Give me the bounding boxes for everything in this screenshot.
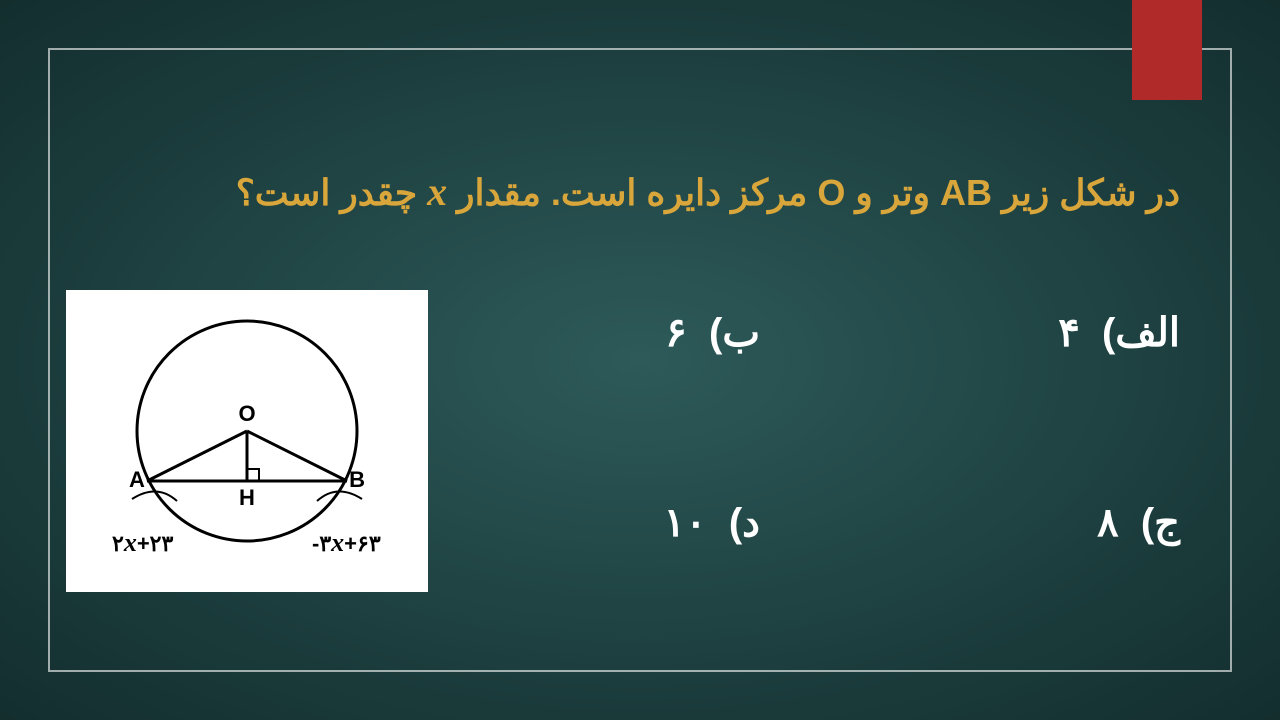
svg-text:B: B — [349, 467, 365, 492]
svg-text:O: O — [238, 401, 255, 426]
option-b-label: ب) — [709, 311, 760, 355]
option-a-value: ۴ — [1058, 311, 1079, 355]
question-text: در شکل زیر AB وتر و O مرکز دایره است. مق… — [100, 160, 1180, 224]
option-d-value: ۱۰ — [664, 501, 707, 545]
question-variable: x — [427, 169, 447, 214]
svg-text:H: H — [239, 485, 255, 510]
accent-bar — [1132, 0, 1202, 100]
geometry-svg: O A B H ۲x+۲۳ -۳x+۶۳ — [67, 291, 427, 591]
option-d-label: د) — [729, 501, 760, 545]
option-a: الف) ۴ — [1058, 310, 1180, 356]
svg-text:A: A — [129, 467, 145, 492]
option-a-label: الف) — [1102, 311, 1180, 355]
option-b: ب) ۶ — [665, 310, 760, 356]
svg-text:۲x+۲۳: ۲x+۲۳ — [112, 528, 173, 557]
option-c: ج) ۸ — [1097, 500, 1180, 546]
option-b-value: ۶ — [665, 311, 686, 355]
svg-text:-۳x+۶۳: -۳x+۶۳ — [312, 528, 381, 557]
slide: در شکل زیر AB وتر و O مرکز دایره است. مق… — [0, 0, 1280, 720]
option-d: د) ۱۰ — [664, 500, 760, 546]
option-c-label: ج) — [1141, 501, 1180, 545]
question-part2: چقدر است؟ — [236, 172, 427, 213]
geometry-figure: O A B H ۲x+۲۳ -۳x+۶۳ — [66, 290, 428, 592]
option-c-value: ۸ — [1097, 501, 1118, 545]
question-part1: در شکل زیر AB وتر و O مرکز دایره است. مق… — [447, 172, 1180, 213]
